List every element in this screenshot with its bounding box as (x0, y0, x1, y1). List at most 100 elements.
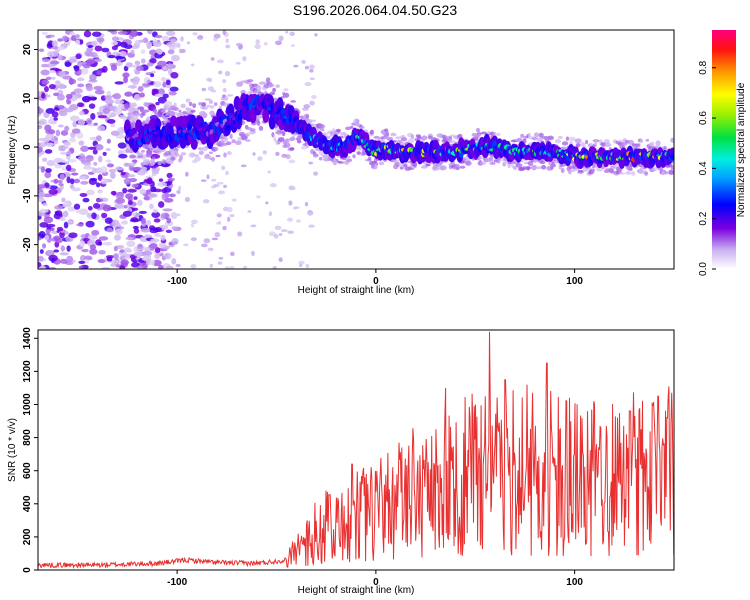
colorbar-tick-label: 0.6 (698, 111, 709, 125)
noise-blob (149, 58, 157, 64)
noise-blob (113, 245, 118, 252)
halo-blob (154, 148, 160, 153)
noise-blob (272, 266, 277, 269)
noise-blob (78, 260, 86, 265)
noise-blob (134, 60, 141, 66)
noise-blob (115, 108, 123, 115)
halo-blob (281, 131, 286, 137)
noise-blob (231, 198, 237, 202)
noise-blob (136, 265, 144, 269)
halo-blob (516, 163, 523, 169)
y-tick-label: 1200 (22, 360, 33, 383)
noise-blob (79, 240, 86, 248)
noise-blob (207, 86, 214, 92)
noise-blob (81, 248, 89, 253)
noise-blob (66, 220, 74, 224)
noise-blob (105, 159, 112, 163)
noise-blob (229, 214, 235, 218)
noise-blob (117, 142, 127, 149)
halo-blob (533, 132, 540, 138)
noise-blob (84, 255, 93, 260)
noise-blob (40, 69, 50, 76)
noise-blob (59, 252, 69, 256)
noise-blob (157, 181, 168, 187)
noise-blob (179, 48, 183, 54)
noise-blob (209, 263, 213, 268)
noise-blob (267, 170, 271, 174)
halo-blob (495, 158, 501, 164)
halo-blob (152, 108, 157, 113)
noise-blob (157, 60, 167, 67)
halo-blob (639, 138, 644, 144)
noise-blob (51, 76, 56, 80)
noise-blob (166, 110, 176, 117)
ridge-blob (225, 123, 231, 131)
noise-blob (150, 186, 157, 193)
halo-blob (421, 135, 428, 141)
noise-blob (97, 155, 103, 163)
noise-blob (170, 71, 179, 79)
noise-blob (127, 107, 135, 113)
halo-blob (410, 134, 414, 139)
noise-blob (80, 254, 86, 262)
noise-blob (102, 204, 112, 212)
noise-blob (41, 243, 47, 249)
noise-blob (82, 162, 92, 166)
noise-blob (38, 118, 48, 126)
noise-blob (224, 71, 231, 77)
noise-blob (161, 35, 170, 42)
noise-blob (117, 31, 128, 35)
halo-blob (165, 113, 169, 116)
colorbar-ticks: 0.0 0.2 0.4 0.6 0.8 (698, 60, 716, 276)
noise-blob (167, 49, 175, 55)
noise-blob (131, 212, 137, 217)
noise-blob (41, 31, 48, 35)
noise-blob (275, 40, 282, 46)
noise-blob (77, 118, 86, 126)
noise-blob (217, 261, 223, 265)
halo-blob (245, 132, 251, 137)
noise-blob (218, 70, 223, 75)
noise-blob (235, 61, 241, 65)
noise-blob (237, 231, 243, 237)
noise-blob (152, 259, 162, 267)
noise-blob (46, 159, 55, 167)
noise-blob (44, 149, 53, 154)
halo-blob (645, 139, 650, 142)
spectrogram-y-axis-label: Frequency (Hz) (7, 116, 18, 185)
noise-blob (153, 226, 162, 233)
noise-blob (154, 247, 161, 254)
halo-blob (604, 142, 612, 148)
halo-blob (197, 147, 203, 150)
halo-blob (269, 83, 275, 88)
noise-blob (229, 265, 235, 269)
noise-blob (155, 101, 160, 106)
noise-blob (48, 189, 58, 195)
spectrogram-image (38, 30, 674, 269)
halo-blob (192, 103, 197, 109)
halo-blob (625, 171, 632, 175)
noise-blob (127, 174, 136, 178)
halo-blob (346, 158, 353, 163)
noise-blob (160, 212, 170, 219)
halo-blob (378, 161, 385, 166)
noise-blob (124, 162, 131, 167)
y-tick-label: 10 (22, 92, 33, 104)
colorbar-tick-label: 0.8 (698, 60, 709, 74)
noise-blob (146, 62, 154, 67)
noise-blob (171, 238, 179, 245)
halo-blob (145, 153, 153, 158)
halo-blob (539, 160, 546, 165)
noise-blob (105, 98, 115, 105)
halo-blob (273, 97, 277, 102)
noise-blob (166, 217, 172, 224)
noise-blob (41, 157, 48, 162)
halo-blob (425, 163, 431, 167)
noise-blob (91, 40, 98, 47)
spectrogram-y-ticks: -20 -10 0 10 20 (22, 44, 38, 252)
noise-blob (114, 167, 125, 171)
colorbar-gradient (712, 30, 736, 269)
noise-blob (169, 86, 179, 92)
noise-blob (162, 208, 173, 212)
